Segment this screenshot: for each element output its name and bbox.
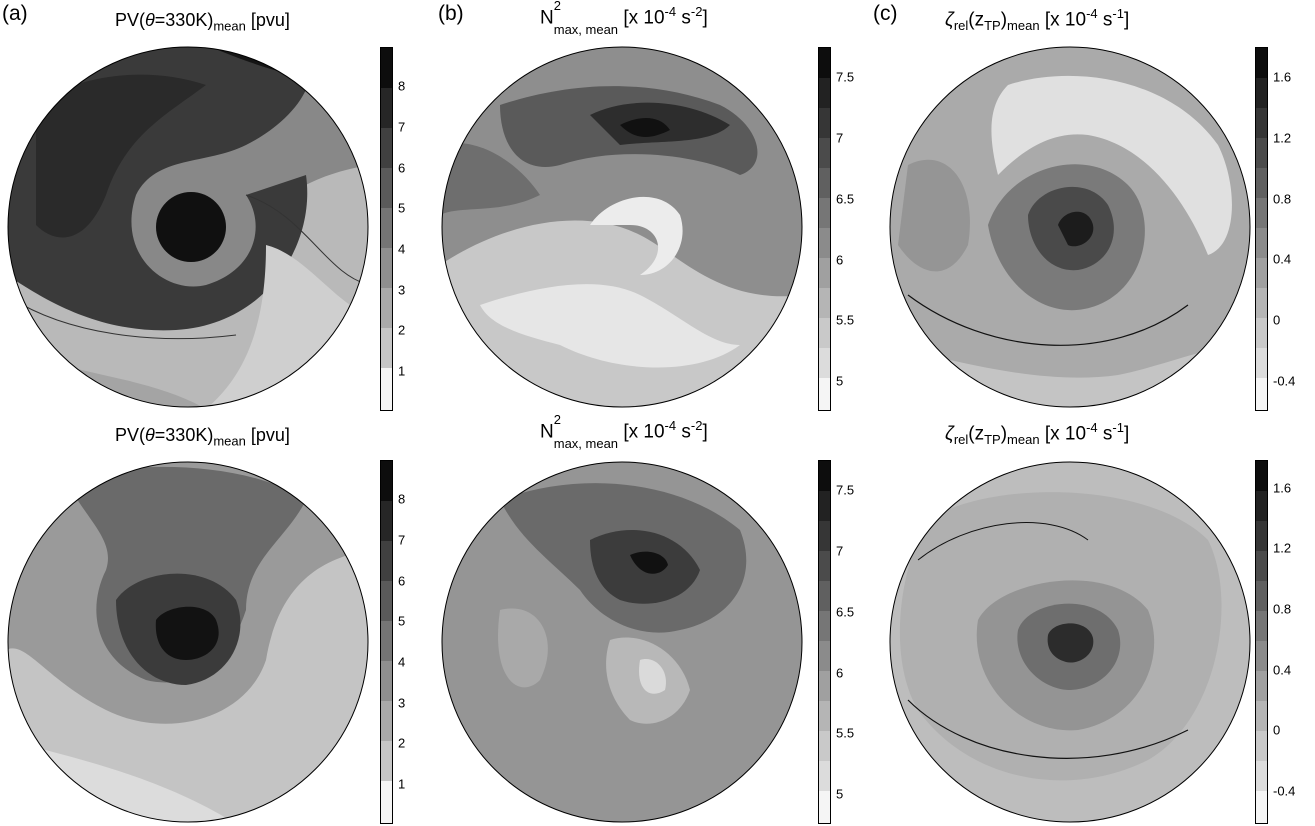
cbar-a-top-tick: 2 [398,322,406,338]
cbar-b-bottom-tick: 6 [836,665,844,681]
cbar-b-bottom-tick: 7.5 [836,482,855,498]
cbar-a-top-tick: 5 [398,200,406,216]
panel-label-c: (c) [873,2,898,25]
colorbar-b-top [818,47,831,411]
cbar-c-bottom-tick: -0.4 [1273,783,1296,799]
title-c-bottom: ζrel(zTP)mean [x 10-4 s-1] [945,420,1130,448]
title-a-top: PV(θ=330K)mean [pvu] [115,10,290,34]
cbar-c-top-tick: 0 [1273,312,1281,328]
cbar-c-bottom-tick: 0 [1273,722,1281,738]
cbar-a-top-tick: 4 [398,241,406,257]
panel-label-a: (a) [2,2,28,25]
cbar-a-top-tick: 7 [398,119,406,135]
cbar-a-bottom-tick: 8 [398,491,406,507]
colorbar-b-bottom [818,460,831,824]
colorbar-c-bottom [1255,460,1268,824]
colorbar-a-top [380,47,393,411]
title-b-top: N 2 max, mean [x 10-4 s-2] [540,0,708,38]
cbar-a-bottom-tick: 5 [398,613,406,629]
colorbar-a-bottom [380,460,393,824]
cbar-a-top-tick: 8 [398,78,406,94]
cbar-a-bottom-tick: 2 [398,735,406,751]
cbar-b-top-tick: 6 [836,252,844,268]
title-c-top: ζrel(zTP)mean [x 10-4 s-1] [945,6,1130,34]
cbar-c-top-tick: -0.4 [1273,373,1296,389]
contour-map-b-bottom [441,461,803,823]
cbar-b-bottom-tick: 6.5 [836,604,855,620]
cbar-c-top-tick: 0.8 [1273,191,1292,207]
cbar-b-bottom-tick: 7 [836,543,844,559]
cbar-b-top-tick: 7 [836,130,844,146]
cbar-c-bottom-tick: 0.4 [1273,662,1292,678]
title-a-bottom: PV(θ=330K)mean [pvu] [115,425,290,449]
cbar-c-top-tick: 1.2 [1273,130,1292,146]
cbar-b-top-tick: 7.5 [836,69,855,85]
cbar-a-bottom-tick: 3 [398,695,406,711]
cbar-a-top-tick: 3 [398,282,406,298]
cbar-c-top-tick: 0.4 [1273,251,1292,267]
cbar-c-top-tick: 1.6 [1273,69,1292,85]
cbar-b-bottom-tick: 5.5 [836,725,855,741]
colorbar-c-top [1255,47,1268,411]
cbar-a-bottom-tick: 7 [398,532,406,548]
cbar-a-bottom-tick: 1 [398,776,406,792]
cbar-c-bottom-tick: 1.6 [1273,480,1292,496]
panel-label-b: (b) [438,2,464,25]
cbar-c-bottom-tick: 1.2 [1273,540,1292,556]
cbar-a-top-tick: 6 [398,160,406,176]
cbar-a-bottom-tick: 6 [398,573,406,589]
cbar-b-bottom-tick: 5 [836,786,844,802]
title-b-bottom: N 2 max, mean [x 10-4 s-2] [540,412,708,452]
cbar-c-bottom-tick: 0.8 [1273,601,1292,617]
cbar-a-bottom-tick: 4 [398,654,406,670]
cbar-a-top-tick: 1 [398,363,406,379]
cbar-b-top-tick: 5.5 [836,312,855,328]
contour-map-a-bottom [7,461,369,823]
contour-map-c-bottom [889,461,1251,823]
contour-map-a-top [7,46,369,408]
cbar-b-top-tick: 6.5 [836,191,855,207]
contour-map-c-top [889,46,1251,408]
contour-map-b-top [441,46,803,408]
cbar-b-top-tick: 5 [836,373,844,389]
